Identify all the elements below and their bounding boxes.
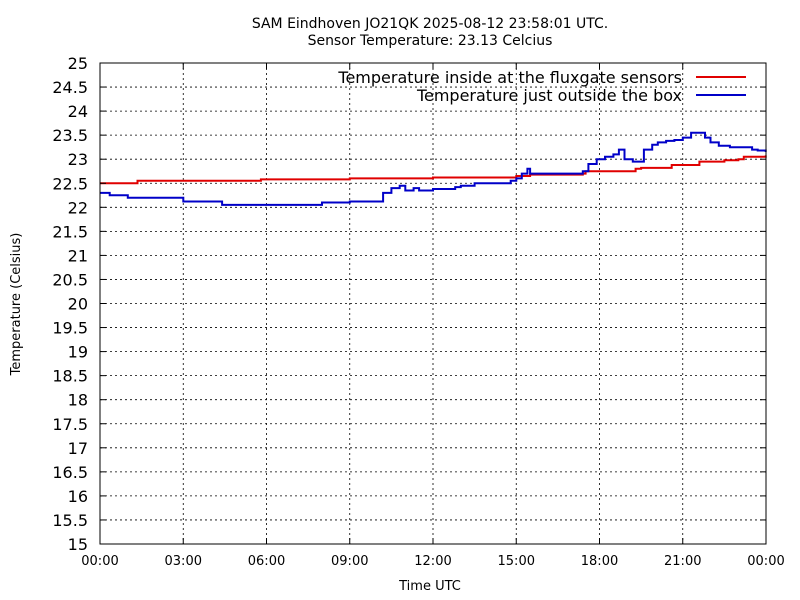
y-tick-label: 24 <box>68 102 88 121</box>
axis-ticks: 15 15.5 16 16.5 17 17.5 18 18.5 19 19.5 20 20.5 21 21… <box>52 54 784 569</box>
x-tick-label: 21:00 <box>664 554 701 569</box>
y-tick-label: 21.5 <box>52 222 88 241</box>
y-tick-label: 15.5 <box>52 511 88 530</box>
y-tick-label: 18.5 <box>52 367 88 386</box>
y-tick-label: 18 <box>68 391 88 410</box>
x-tick-label: 12:00 <box>414 554 451 569</box>
y-tick-label: 20 <box>68 295 88 314</box>
y-tick-label: 22.5 <box>52 174 88 193</box>
x-axis-label: Time UTC <box>398 579 461 594</box>
y-tick-label: 23 <box>68 150 88 169</box>
chart-subtitle: Sensor Temperature: 23.13 Celcius <box>308 33 553 49</box>
legend-label: Temperature inside at the fluxgate senso… <box>337 68 682 87</box>
x-tick-label: 15:00 <box>498 554 535 569</box>
y-tick-label: 25 <box>68 54 88 73</box>
plot-series <box>100 131 767 206</box>
y-tick-label: 16 <box>68 487 88 506</box>
y-tick-label: 16.5 <box>52 463 88 482</box>
y-axis-label: Temperature (Celsius) <box>9 233 24 377</box>
y-tick-label: 23.5 <box>52 126 88 145</box>
legend-label: Temperature just outside the box <box>416 86 682 105</box>
x-tick-label: 09:00 <box>331 554 368 569</box>
x-tick-label: 03:00 <box>165 554 202 569</box>
y-tick-label: 22 <box>68 198 88 217</box>
chart-title: SAM Eindhoven JO21QK 2025-08-12 23:58:01… <box>252 16 608 32</box>
x-tick-label: 00:00 <box>747 554 784 569</box>
x-tick-label: 18:00 <box>581 554 618 569</box>
y-tick-label: 19.5 <box>52 319 88 338</box>
y-tick-label: 21 <box>68 246 88 265</box>
series-outside-temperature-line <box>100 131 767 206</box>
y-tick-label: 19 <box>68 343 88 362</box>
y-tick-label: 24.5 <box>52 78 88 97</box>
y-tick-label: 17.5 <box>52 415 88 434</box>
grid-lines <box>100 63 766 544</box>
x-tick-label: 00:00 <box>81 554 118 569</box>
y-tick-label: 15 <box>68 535 88 554</box>
y-tick-label: 17 <box>68 439 88 458</box>
legend: Temperature inside at the fluxgate senso… <box>337 68 746 105</box>
y-tick-label: 20.5 <box>52 270 88 289</box>
x-tick-label: 06:00 <box>248 554 285 569</box>
